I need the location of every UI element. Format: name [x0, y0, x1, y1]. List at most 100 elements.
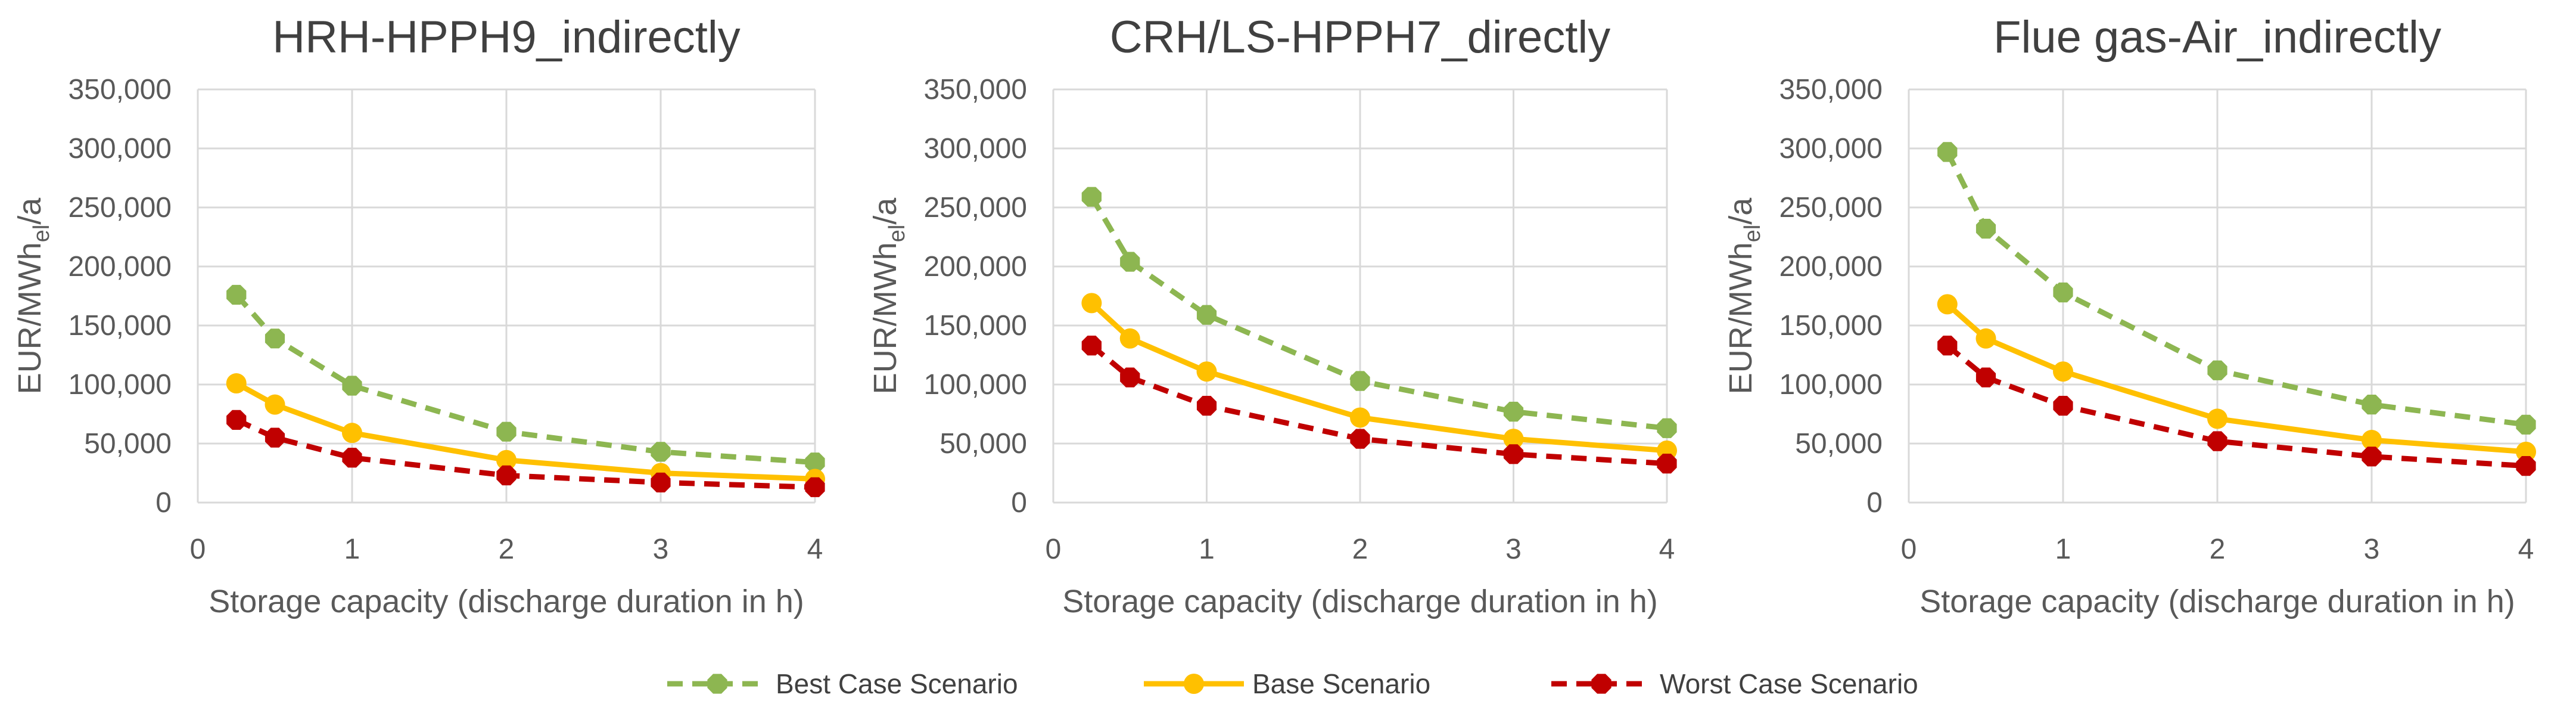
- x-tick-label: 0: [190, 534, 206, 565]
- x-tick-label: 4: [1659, 534, 1675, 565]
- data-point: [226, 373, 247, 394]
- data-point: [1975, 367, 1996, 388]
- data-point: [1196, 361, 1217, 382]
- series-worst-case-scenario: [226, 410, 825, 497]
- data-point: [1120, 252, 1140, 272]
- data-point: [1503, 429, 1524, 450]
- legend-entry-best-case-scenario: Best Case Scenario: [667, 668, 1018, 699]
- y-tick-label: 300,000: [68, 133, 172, 165]
- data-point: [265, 394, 285, 415]
- y-tick-label: 150,000: [68, 310, 172, 342]
- data-point: [1937, 142, 1958, 162]
- data-point: [2362, 447, 2382, 467]
- data-point: [1350, 407, 1370, 428]
- x-tick-label: 1: [1199, 534, 1215, 565]
- x-axis-label: Storage capacity (discharge duration in …: [209, 584, 804, 619]
- legend: Best Case Scenario Base Scenario Worst Cas…: [667, 668, 1918, 699]
- x-tick-label: 3: [1505, 534, 1522, 565]
- x-tick-label: 3: [653, 534, 669, 565]
- y-axis-label: EUR/MWhel/a: [12, 197, 54, 395]
- y-tick-label: 300,000: [1779, 133, 1883, 165]
- y-tick-label: 250,000: [923, 192, 1027, 224]
- data-point: [1120, 367, 1140, 388]
- x-tick-label: 1: [2055, 534, 2071, 565]
- data-point: [1975, 328, 1996, 349]
- chart-title: Flue gas-Air_indirectly: [1993, 12, 2441, 63]
- y-tick-label: 150,000: [923, 310, 1027, 342]
- data-point: [651, 442, 671, 462]
- series-line: [1089, 195, 1667, 431]
- data-point: [2362, 395, 2382, 415]
- y-tick-label: 300,000: [923, 133, 1027, 165]
- y-tick-label: 250,000: [68, 192, 172, 224]
- chart-title: CRH/LS-HPPH7_directly: [1110, 12, 1610, 63]
- y-tick-label: 100,000: [923, 369, 1027, 401]
- data-point: [1657, 454, 1677, 474]
- data-point: [1937, 294, 1958, 315]
- y-tick-label: 350,000: [1779, 74, 1883, 106]
- data-point: [226, 284, 247, 305]
- data-point: [1196, 305, 1217, 325]
- y-axis-label: EUR/MWhel/a: [1723, 197, 1765, 395]
- chart-panel-3: 0 50,000 100,000 150,000 200,000 250,000 300,0…: [1723, 12, 2536, 619]
- data-point: [1081, 293, 1102, 314]
- series-line: [235, 381, 816, 482]
- data-point: [2362, 430, 2382, 451]
- x-axis-label: Storage capacity (discharge duration in …: [1062, 584, 1658, 619]
- y-tick-label: 250,000: [1779, 192, 1883, 224]
- y-tick-label: 200,000: [923, 251, 1027, 283]
- data-point: [805, 452, 825, 473]
- data-point: [1196, 396, 1217, 416]
- y-tick-label: 50,000: [1795, 428, 1883, 460]
- y-tick-label: 0: [155, 487, 172, 519]
- y-tick-label: 350,000: [923, 74, 1027, 106]
- x-tick-label: 0: [1046, 534, 1062, 565]
- data-point: [805, 477, 825, 497]
- chart-panel-2: 0 50,000 100,000 150,000 200,000 250,000 300,0…: [867, 12, 1677, 619]
- x-tick-label: 4: [2518, 534, 2534, 565]
- y-tick-label: 50,000: [84, 428, 172, 460]
- y-tick-label: 0: [1866, 487, 1883, 519]
- data-point: [342, 423, 362, 444]
- legend-label: Worst Case Scenario: [1660, 668, 1918, 699]
- y-tick-label: 150,000: [1779, 310, 1883, 342]
- data-point: [342, 448, 362, 468]
- data-point: [2516, 414, 2536, 435]
- legend-marker: [1184, 674, 1204, 694]
- data-point: [2207, 431, 2227, 451]
- data-point: [2207, 408, 2227, 429]
- legend-entry-base-scenario: Base Scenario: [1144, 668, 1430, 699]
- data-point: [265, 328, 285, 349]
- data-point: [2516, 456, 2536, 476]
- x-tick-label: 3: [2364, 534, 2380, 565]
- data-point: [342, 376, 362, 396]
- data-point: [2053, 396, 2073, 416]
- legend-entry-worst-case-scenario: Worst Case Scenario: [1551, 668, 1918, 699]
- data-point: [265, 427, 285, 448]
- series-line: [234, 293, 816, 466]
- chart-title: HRH-HPPH9_indirectly: [272, 12, 741, 63]
- data-point: [2207, 360, 2227, 380]
- x-tick-label: 4: [807, 534, 823, 565]
- data-point: [1975, 219, 1996, 239]
- y-tick-label: 350,000: [68, 74, 172, 106]
- y-tick-label: 100,000: [68, 369, 172, 401]
- chart-panel-1: 0 50,000 100,000 150,000 200,000 250,000 300,0…: [12, 12, 825, 619]
- series-best-case-scenario: [226, 284, 825, 473]
- series-worst-case-scenario: [1937, 336, 2536, 476]
- x-tick-label: 2: [2210, 534, 2226, 565]
- data-point: [2516, 441, 2536, 462]
- data-point: [1657, 418, 1677, 438]
- legend-label: Base Scenario: [1252, 668, 1430, 699]
- x-tick-label: 0: [1901, 534, 1917, 565]
- series-worst-case-scenario: [1081, 336, 1677, 474]
- y-tick-label: 200,000: [1779, 251, 1883, 283]
- series-base-scenario: [226, 373, 825, 489]
- data-point: [1350, 429, 1370, 449]
- data-point: [651, 472, 671, 492]
- legend-label: Best Case Scenario: [776, 668, 1018, 699]
- data-point: [2053, 361, 2073, 382]
- series-line: [1090, 343, 1667, 467]
- x-axis-label: Storage capacity (discharge duration in …: [1919, 584, 2515, 619]
